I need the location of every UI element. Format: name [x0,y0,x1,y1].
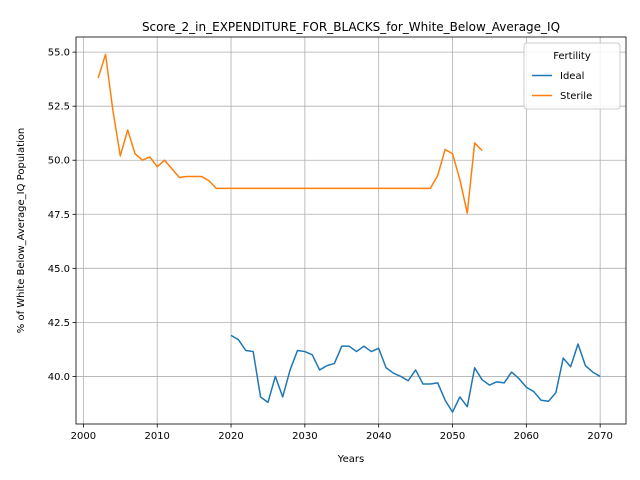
legend: Fertility Ideal Sterile [523,42,621,110]
legend-box [523,42,621,110]
chart-title: Score_2_in_EXPENDITURE_FOR_BLACKS_for_Wh… [142,20,560,34]
series-line-ideal [230,334,601,413]
axis-ticks: 2000 2010 2020 2030 2040 2050 2060 2070 40.0 42.5… [48,48,613,442]
series-line-sterile [97,53,483,214]
x-tick-label: 2060 [514,431,539,442]
x-tick-label: 2020 [218,431,243,442]
y-tick-label: 47.5 [48,210,70,221]
legend-label-sterile: Sterile [560,91,592,102]
y-tick-label: 52.5 [48,102,70,113]
y-axis-label: % of White Below_Average_IQ Population [16,128,27,333]
y-tick-label: 45.0 [48,264,70,275]
x-tick-label: 2040 [366,431,391,442]
x-tick-label: 2070 [587,431,612,442]
x-tick-label: 2000 [71,431,96,442]
x-tick-label: 2030 [292,431,317,442]
plot-frame [75,36,627,425]
y-tick-label: 50.0 [48,156,70,167]
y-tick-label: 40.0 [48,372,70,383]
series-lines [97,53,601,413]
x-tick-label: 2010 [144,431,169,442]
y-tick-label: 55.0 [48,48,70,59]
y-tick-label: 42.5 [48,318,70,329]
legend-title: Fertility [553,51,591,62]
x-axis-label: Years [337,454,364,465]
x-tick-label: 2050 [440,431,465,442]
legend-label-ideal: Ideal [560,71,584,82]
